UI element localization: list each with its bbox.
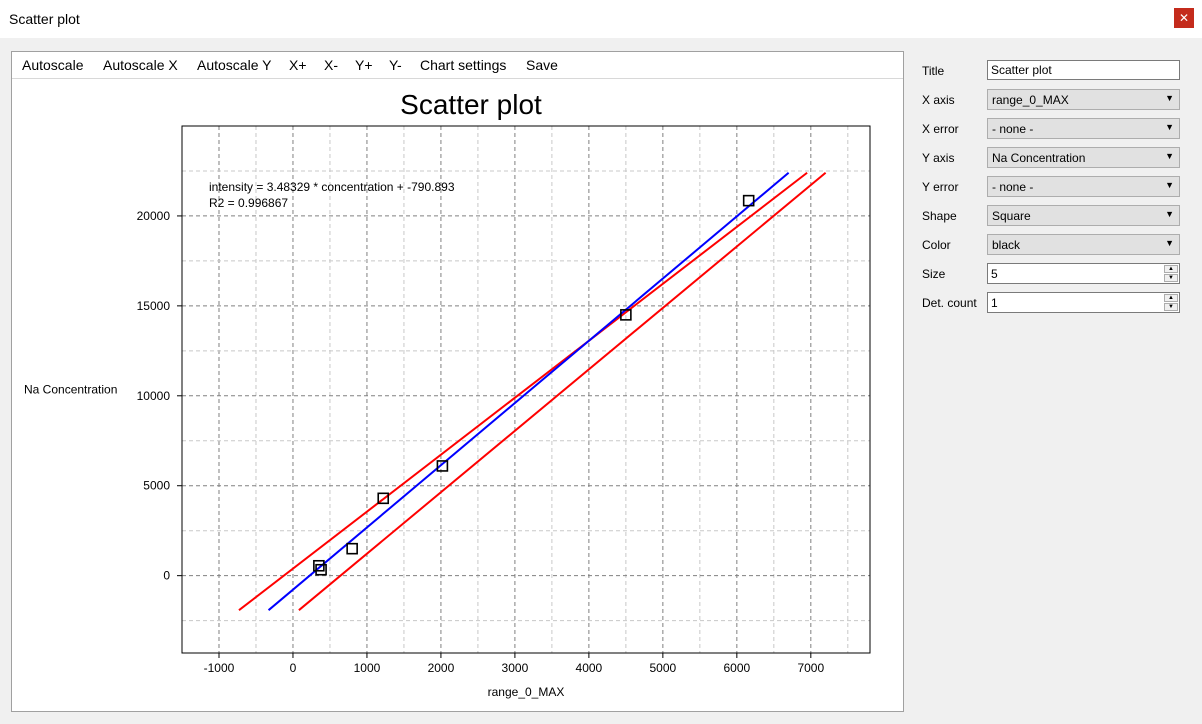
x-axis-label: X axis: [922, 93, 955, 107]
lower-band-line: [298, 171, 827, 611]
color-value: black: [992, 238, 1021, 252]
color-select[interactable]: black ▼: [987, 234, 1180, 255]
close-icon: ✕: [1178, 11, 1190, 25]
size-spinbox[interactable]: 5 ▲ ▼: [987, 263, 1180, 284]
x-axis-label: range_0_MAX: [488, 685, 565, 699]
size-spin-buttons: ▲ ▼: [1164, 265, 1178, 282]
x-tick-label: 3000: [502, 661, 529, 675]
menu-x-minus[interactable]: X-: [324, 57, 338, 73]
y-axis-select[interactable]: Na Concentration ▼: [987, 147, 1180, 168]
shape-value: Square: [992, 209, 1031, 223]
close-button[interactable]: ✕: [1174, 8, 1194, 28]
x-tick-label: 0: [290, 661, 297, 675]
chevron-down-icon: ▼: [1165, 122, 1174, 132]
chevron-down-icon: ▼: [1165, 151, 1174, 161]
upper-band-line: [238, 171, 808, 611]
prop-row-det-count: Det. count 1 ▲ ▼: [914, 291, 1194, 315]
prop-row-x-error: X error - none - ▼: [914, 117, 1194, 141]
y-axis-value: Na Concentration: [992, 151, 1086, 165]
r2-value: R2 = 0.996867: [209, 196, 288, 210]
chevron-down-icon: ▼: [1165, 93, 1174, 103]
det-count-label: Det. count: [922, 296, 977, 310]
x-tick-label: -1000: [204, 661, 235, 675]
data-point: [315, 563, 327, 576]
x-tick-label: 1000: [354, 661, 381, 675]
chart-panel: Autoscale Autoscale X Autoscale Y X+ X- …: [11, 51, 904, 712]
prop-row-shape: Shape Square ▼: [914, 204, 1194, 228]
y-tick-label: 20000: [137, 209, 171, 223]
data-point: [346, 542, 358, 555]
shape-select[interactable]: Square ▼: [987, 205, 1180, 226]
prop-row-size: Size 5 ▲ ▼: [914, 262, 1194, 286]
menu-x-plus[interactable]: X+: [289, 57, 307, 73]
menu-save[interactable]: Save: [526, 57, 558, 73]
chevron-down-icon: ▼: [1165, 209, 1174, 219]
menu-y-minus[interactable]: Y-: [389, 57, 402, 73]
chevron-down-icon: ▼: [1165, 180, 1174, 190]
menu-autoscale-x[interactable]: Autoscale X: [103, 57, 178, 73]
data-point: [620, 309, 632, 321]
x-tick-label: 7000: [797, 661, 824, 675]
x-tick-label: 2000: [428, 661, 455, 675]
prop-row-y-error: Y error - none - ▼: [914, 175, 1194, 199]
color-label: Color: [922, 238, 951, 252]
x-tick-label: 4000: [576, 661, 603, 675]
size-label: Size: [922, 267, 946, 281]
chart-menubar: Autoscale Autoscale X Autoscale Y X+ X- …: [12, 52, 903, 79]
data-point: [313, 559, 325, 572]
menu-autoscale[interactable]: Autoscale: [22, 57, 84, 73]
x-axis-select[interactable]: range_0_MAX ▼: [987, 89, 1180, 110]
y-error-select[interactable]: - none - ▼: [987, 176, 1180, 197]
regression-line: [267, 171, 790, 611]
det-count-value: 1: [991, 296, 998, 310]
menu-chart-settings[interactable]: Chart settings: [420, 57, 507, 73]
x-error-label: X error: [922, 122, 959, 136]
y-axis-label: Y axis: [922, 151, 955, 165]
y-tick-label: 0: [163, 569, 170, 583]
size-value: 5: [991, 267, 998, 281]
data-point: [742, 194, 755, 207]
window-title: Scatter plot: [9, 11, 80, 27]
chart-title: Scatter plot: [400, 89, 542, 120]
title-label: Title: [922, 64, 945, 78]
spin-up-icon[interactable]: ▲: [1164, 294, 1178, 302]
prop-row-color: Color black ▼: [914, 233, 1194, 257]
chevron-down-icon: ▼: [1165, 238, 1174, 248]
prop-row-title: Title: [914, 59, 1194, 83]
det-count-spinbox[interactable]: 1 ▲ ▼: [987, 292, 1180, 313]
spin-down-icon[interactable]: ▼: [1164, 274, 1178, 282]
y-error-label: Y error: [922, 180, 959, 194]
regression-equation: intensity = 3.48329 * concentration + -7…: [209, 180, 455, 194]
menu-autoscale-y[interactable]: Autoscale Y: [197, 57, 272, 73]
prop-row-x-axis: X axis range_0_MAX ▼: [914, 88, 1194, 112]
data-point: [436, 460, 449, 472]
prop-row-y-axis: Y axis Na Concentration ▼: [914, 146, 1194, 170]
x-axis-value: range_0_MAX: [992, 93, 1069, 107]
y-tick-label: 15000: [137, 299, 171, 313]
spin-down-icon[interactable]: ▼: [1164, 303, 1178, 311]
x-error-value: - none -: [992, 122, 1034, 136]
spin-up-icon[interactable]: ▲: [1164, 265, 1178, 273]
x-tick-label: 5000: [650, 661, 677, 675]
plot-frame: [181, 125, 871, 654]
menu-y-plus[interactable]: Y+: [355, 57, 373, 73]
x-error-select[interactable]: - none - ▼: [987, 118, 1180, 139]
window-titlebar: Scatter plot ✕: [0, 0, 1202, 38]
shape-label: Shape: [922, 209, 957, 223]
y-axis-label: Na Concentration: [24, 383, 117, 397]
y-error-value: - none -: [992, 180, 1034, 194]
y-tick-label: 5000: [143, 479, 170, 493]
title-input[interactable]: [987, 60, 1180, 80]
x-tick-label: 6000: [723, 661, 750, 675]
data-point: [377, 492, 390, 505]
det-count-spin-buttons: ▲ ▼: [1164, 294, 1178, 311]
plot-series-group: [238, 171, 827, 611]
scatter-plot-svg[interactable]: Scatter plot -1000 0 1000 2000 3000 4000 5000 60…: [12, 79, 903, 711]
y-tick-label: 10000: [137, 389, 171, 403]
